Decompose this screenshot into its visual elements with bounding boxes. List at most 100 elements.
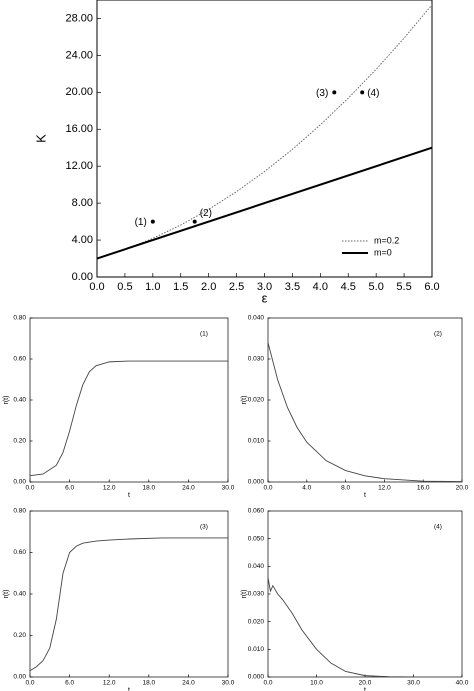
y-tick-label: 0.00: [13, 479, 26, 486]
y-tick-label: 0.020: [248, 618, 265, 625]
x-axis-label: t: [364, 687, 366, 691]
x-tick-label: 0.0: [263, 485, 272, 492]
x-tick-label: 3.0: [257, 281, 272, 293]
x-axis-label: t: [128, 492, 130, 499]
series-line: [29, 360, 228, 477]
y-tick-label: 0.80: [13, 315, 26, 322]
x-tick-label: 30.0: [407, 680, 420, 687]
x-axis-label: ε: [262, 290, 268, 305]
point-label: (3): [316, 88, 328, 99]
y-tick-label: 24.00: [65, 49, 93, 61]
y-tick-label: 0.040: [248, 563, 265, 570]
x-tick-label: 6.0: [424, 281, 439, 293]
y-tick-label: 0.000: [248, 479, 265, 486]
y-axis-label: r(t): [3, 396, 10, 405]
x-tick-label: 12.0: [378, 485, 391, 492]
x-tick-label: 6.0: [65, 485, 74, 492]
panel-label: (2): [434, 331, 442, 338]
point-label: (2): [200, 208, 212, 219]
y-tick-label: 0.40: [13, 397, 26, 404]
y-axis-label: r(t): [241, 590, 248, 599]
x-tick-label: 5.0: [369, 281, 384, 293]
x-axis-label: t: [128, 687, 130, 691]
x-tick-label: 0.0: [89, 281, 104, 293]
y-tick-label: 0.80: [13, 508, 26, 515]
series-line: [96, 146, 433, 260]
x-tick-label: 20.0: [456, 485, 469, 492]
legend-label: m=0.2: [374, 235, 399, 245]
x-tick-label: 12.0: [103, 485, 116, 492]
x-tick-label: 0.0: [25, 485, 34, 492]
plot-frame: [29, 317, 229, 483]
x-tick-label: 4.0: [302, 485, 311, 492]
y-tick-label: 0.60: [13, 356, 26, 363]
panel-label: (1): [200, 331, 208, 338]
x-tick-label: 2.0: [201, 281, 216, 293]
y-tick-label: 0.00: [13, 674, 26, 681]
x-tick-label: 20.0: [359, 680, 372, 687]
y-tick-label: 0.060: [248, 508, 265, 515]
x-tick-label: 24.0: [182, 485, 195, 492]
y-tick-label: 0.00: [72, 271, 93, 283]
x-axis-label: t: [364, 492, 366, 499]
point: [192, 219, 197, 224]
y-tick-label: 0.40: [13, 591, 26, 598]
point: [360, 90, 365, 95]
y-tick-label: 0.030: [248, 356, 265, 363]
point-label: (4): [367, 88, 379, 99]
x-tick-label: 1.0: [145, 281, 160, 293]
x-tick-label: 40.0: [456, 680, 469, 687]
y-tick-label: 0.040: [248, 315, 265, 322]
x-tick-label: 18.0: [142, 485, 155, 492]
plot-frame: [267, 510, 463, 678]
x-tick-label: 6.0: [65, 680, 74, 687]
y-axis-label: K: [33, 134, 48, 143]
point: [332, 90, 337, 95]
y-tick-label: 4.00: [72, 234, 93, 246]
y-tick-label: 8.00: [72, 197, 93, 209]
series-line: [267, 342, 463, 483]
panel-label: (4): [434, 524, 442, 531]
x-tick-label: 3.5: [285, 281, 300, 293]
y-tick-label: 16.00: [65, 123, 93, 135]
x-tick-label: 30.0: [222, 485, 235, 492]
plot-frame: [267, 317, 463, 483]
y-tick-label: 0.010: [248, 438, 265, 445]
y-tick-label: 28.00: [65, 12, 93, 24]
x-tick-label: 4.5: [341, 281, 356, 293]
y-axis-label: r(t): [241, 396, 248, 405]
x-tick-label: 24.0: [182, 680, 195, 687]
x-tick-label: 16.0: [417, 485, 430, 492]
x-tick-label: 4.0: [313, 281, 328, 293]
y-tick-label: 0.020: [248, 397, 265, 404]
series-line: [29, 537, 228, 672]
x-tick-label: 0.0: [263, 680, 272, 687]
y-tick-label: 0.000: [248, 674, 265, 681]
y-tick-label: 0.60: [13, 549, 26, 556]
x-tick-label: 8.0: [341, 485, 350, 492]
point: [150, 219, 155, 224]
x-tick-label: 30.0: [222, 680, 235, 687]
series-line: [96, 4, 433, 260]
y-tick-label: 20.00: [65, 86, 93, 98]
x-tick-label: 0.0: [25, 680, 34, 687]
y-tick-label: 0.20: [13, 438, 26, 445]
y-tick-label: 0.030: [248, 591, 265, 598]
y-tick-label: 0.050: [248, 535, 265, 542]
y-tick-label: 0.20: [13, 632, 26, 639]
point-label: (1): [135, 217, 147, 228]
x-tick-label: 2.5: [229, 281, 244, 293]
series-line: [267, 577, 414, 678]
x-tick-label: 10.0: [310, 680, 323, 687]
x-tick-label: 1.5: [173, 281, 188, 293]
x-tick-label: 12.0: [103, 680, 116, 687]
y-tick-label: 0.010: [248, 646, 265, 653]
y-tick-label: 12.00: [65, 160, 93, 172]
x-tick-label: 5.5: [396, 281, 411, 293]
y-axis-label: r(t): [3, 590, 10, 599]
legend-label: m=0: [374, 247, 392, 257]
x-tick-label: 18.0: [142, 680, 155, 687]
x-tick-label: 0.5: [117, 281, 132, 293]
panel-label: (3): [200, 524, 208, 531]
